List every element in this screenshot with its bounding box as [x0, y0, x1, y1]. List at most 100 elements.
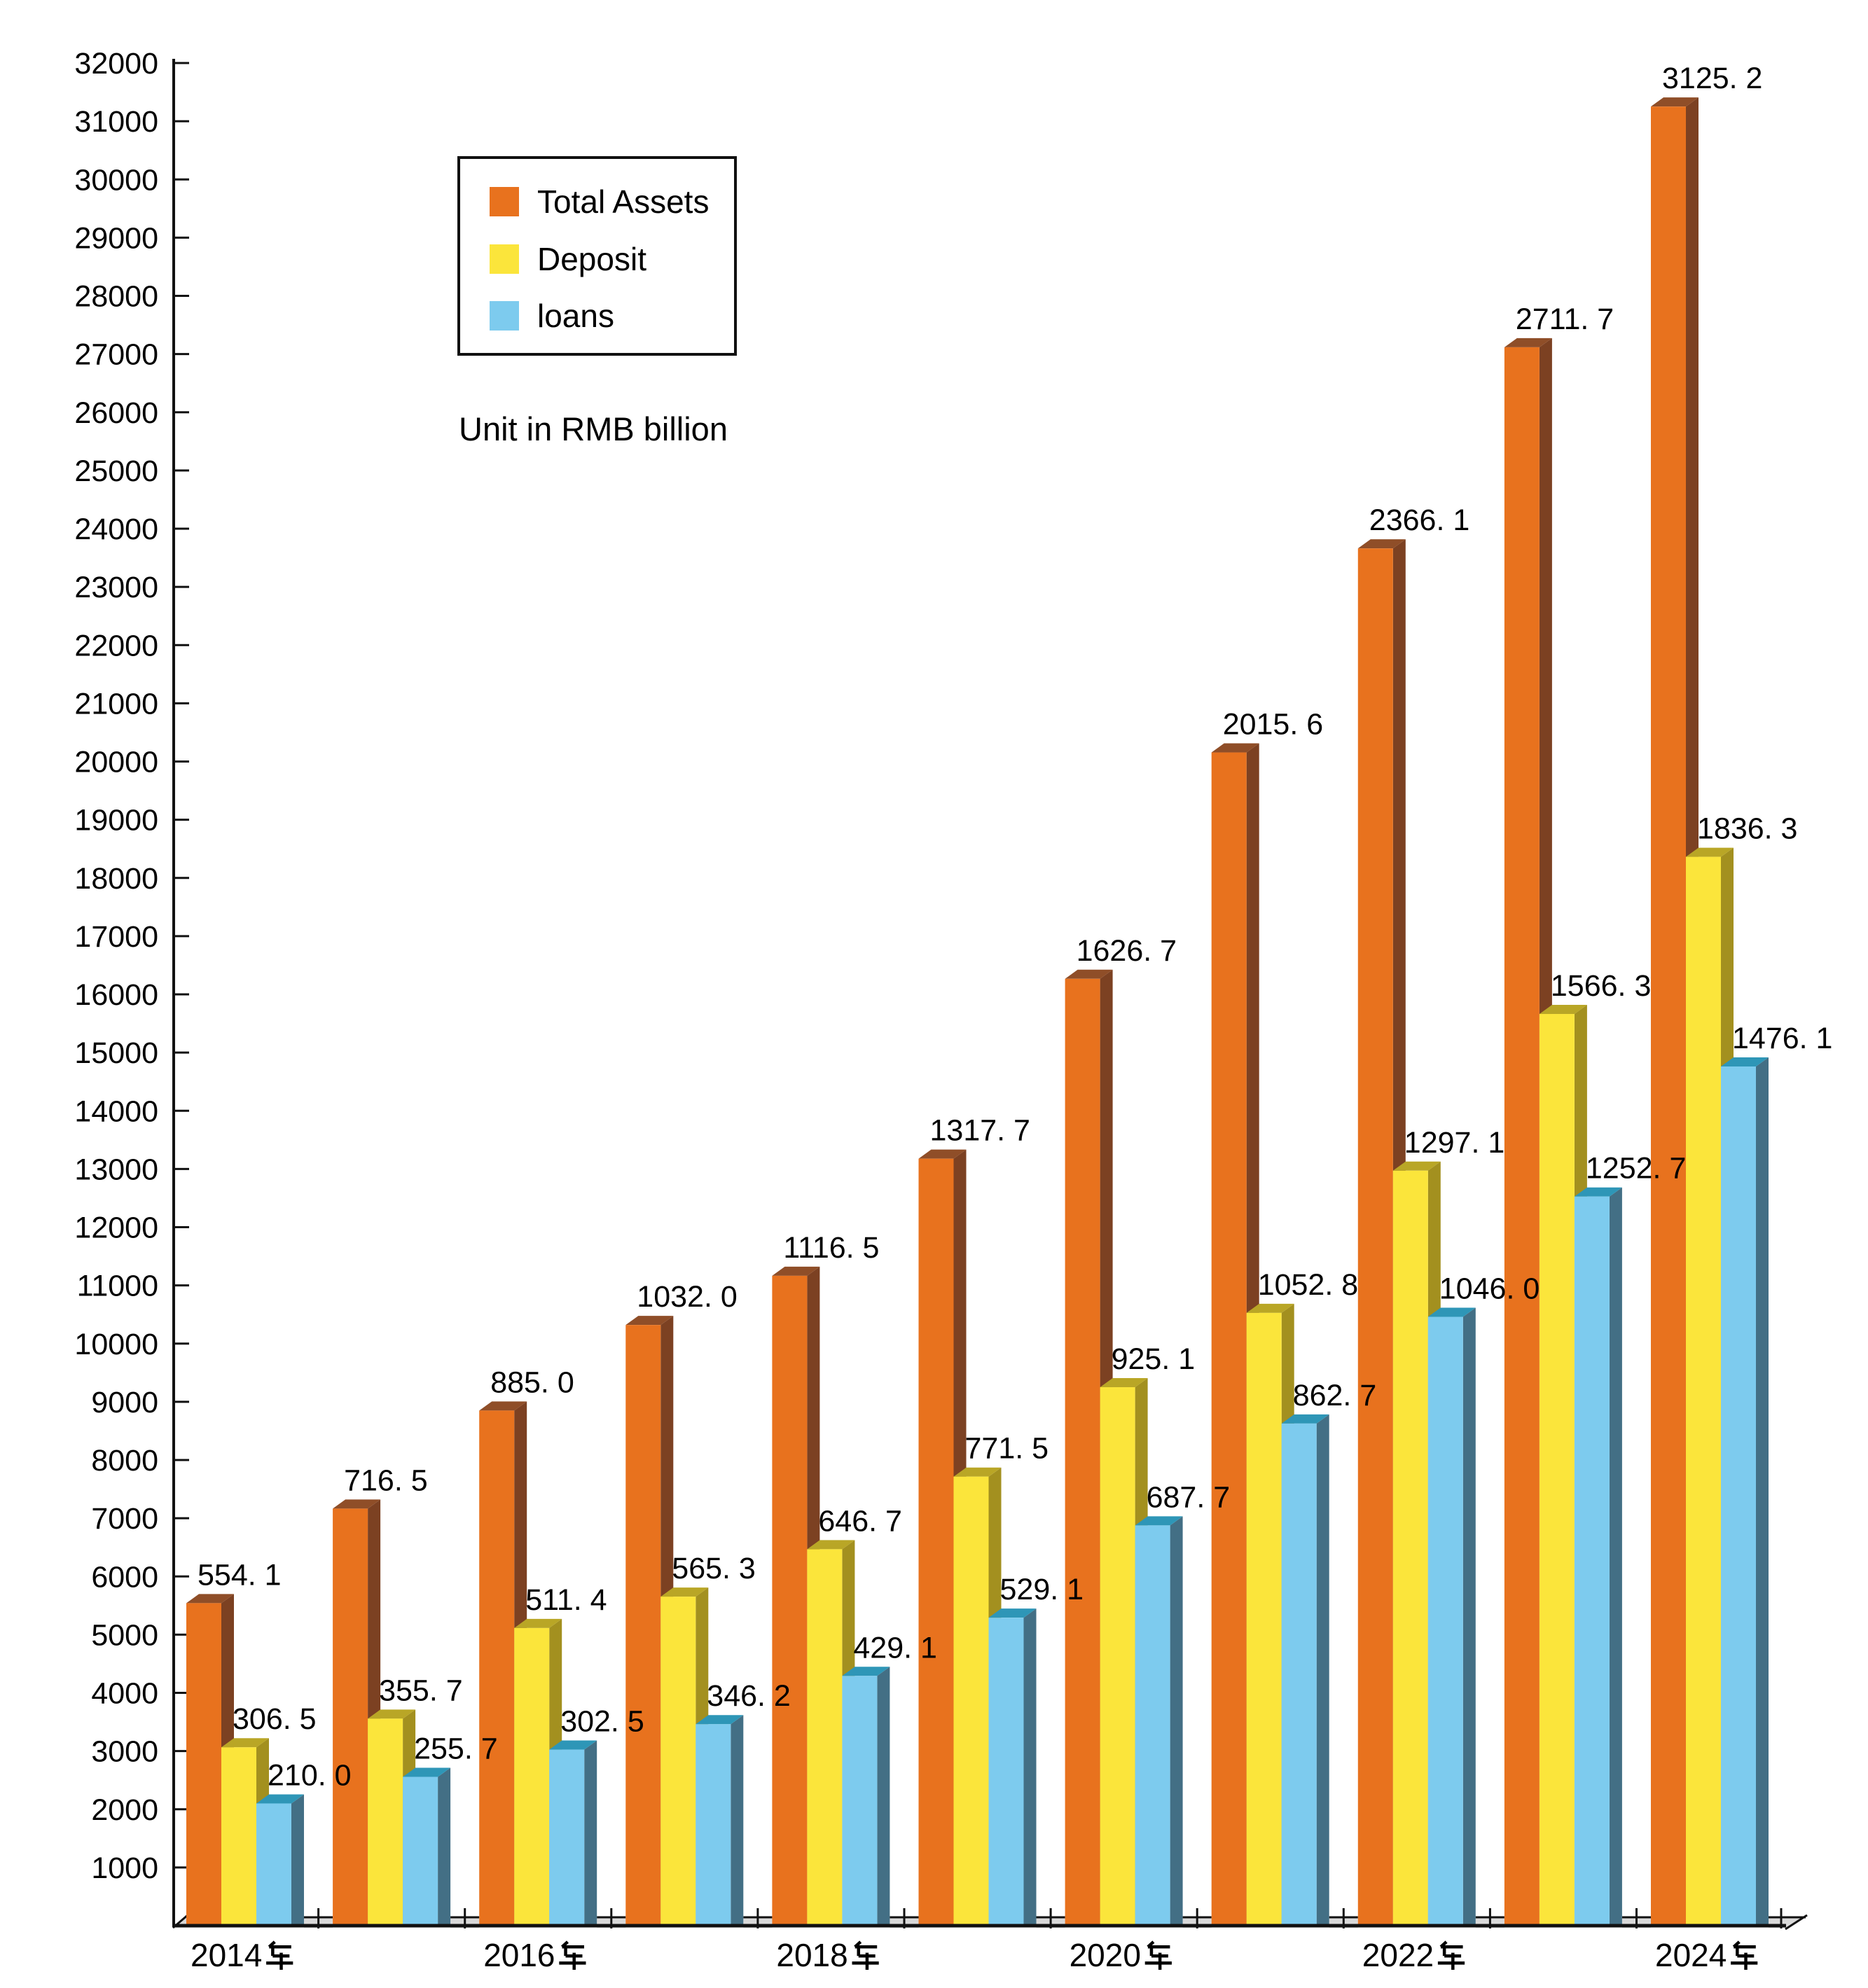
bar-value-label-loans-2022年: 1046. 0 — [1439, 1272, 1540, 1306]
y-tick-label: 23000 — [74, 571, 158, 604]
bar-deposit-2016年 — [514, 1627, 550, 1926]
bar-top-deposit-2022年 — [1392, 1161, 1441, 1171]
bar-value-label-deposit-2015年: 355. 7 — [379, 1674, 463, 1707]
bar-side-loans-2017年 — [731, 1715, 744, 1926]
bar-top-deposit-2015年 — [368, 1709, 416, 1719]
bar-value-label-deposit-2024年: 1836. 3 — [1697, 812, 1797, 846]
bar-value-label-loans-2016年: 302. 5 — [560, 1705, 644, 1739]
bar-side-loans-2016年 — [584, 1740, 597, 1926]
y-tick-label: 21000 — [74, 687, 158, 721]
legend-label-deposit: Deposit — [537, 241, 646, 277]
bar-value-label-deposit-2017年: 565. 3 — [672, 1552, 756, 1585]
bar-deposit-2022年 — [1392, 1170, 1428, 1926]
x-label-digits: 2022 — [1362, 1937, 1434, 1973]
nian-glyph — [1731, 1940, 1758, 1970]
bar-top-deposit-2018年 — [807, 1540, 855, 1550]
y-tick-label: 5000 — [91, 1618, 158, 1652]
bar-deposit-2023年 — [1539, 1014, 1575, 1926]
bar-value-label-deposit-2023年: 1566. 3 — [1551, 969, 1651, 1003]
bar-value-label-loans-2024年: 1476. 1 — [1732, 1022, 1832, 1055]
bar-top-deposit-2024年 — [1686, 847, 1734, 857]
bar-total-assets-2016年 — [479, 1410, 515, 1926]
bar-value-label-deposit-2020年: 925. 1 — [1112, 1342, 1196, 1376]
y-tick-label: 16000 — [74, 978, 158, 1012]
bar-loans-2018年 — [842, 1676, 878, 1926]
y-tick-label: 9000 — [91, 1386, 158, 1419]
bar-deposit-2019年 — [953, 1476, 989, 1926]
bar-side-loans-2018年 — [877, 1667, 890, 1926]
bar-loans-2016年 — [549, 1749, 585, 1926]
bar-group-2017年 — [625, 1316, 744, 1926]
bar-top-loans-2022年 — [1427, 1307, 1476, 1317]
bar-value-label-loans-2021年: 862. 7 — [1293, 1379, 1377, 1412]
bar-side-loans-2022年 — [1462, 1307, 1476, 1926]
bar-value-labels: 554. 1 716. 5 885. 0 1032. 0 1116. 5 1317. 7 1… — [198, 62, 1832, 1792]
bar-value-label-loans-2018年: 429. 1 — [853, 1631, 937, 1664]
nian-glyph — [1144, 1940, 1172, 1970]
bar-deposit-2024年 — [1686, 856, 1721, 1926]
legend-swatch-loans — [490, 301, 519, 331]
legend-label-loans: loans — [537, 298, 614, 334]
bar-loans-2019年 — [988, 1618, 1024, 1926]
legend: Total Assets Deposit loans — [457, 156, 737, 356]
legend-label-total-assets: Total Assets — [537, 183, 710, 220]
bar-total-assets-2024年 — [1651, 106, 1686, 1926]
bar-top-deposit-2023年 — [1539, 1005, 1587, 1015]
bar-value-label-total-assets-2021年: 2015. 6 — [1223, 708, 1323, 742]
bar-top-deposit-2020年 — [1100, 1378, 1148, 1388]
x-label-digits: 2016 — [483, 1937, 555, 1973]
y-tick-label: 2000 — [91, 1793, 158, 1827]
bar-group-2015年 — [333, 1499, 451, 1926]
bar-value-label-total-assets-2014年: 554. 1 — [198, 1558, 282, 1592]
x-label-2020: 2020 — [1070, 1937, 1172, 1973]
bar-top-loans-2021年 — [1281, 1414, 1329, 1424]
bar-value-label-deposit-2018年: 646. 7 — [818, 1504, 902, 1538]
bar-value-label-total-assets-2019年: 1317. 7 — [930, 1114, 1030, 1148]
y-tick-label: 25000 — [74, 454, 158, 488]
legend-item-loans: loans — [490, 298, 614, 334]
bar-deposit-2015年 — [368, 1718, 403, 1926]
nian-glyph — [1437, 1940, 1465, 1970]
bar-top-total-assets-2024年 — [1651, 97, 1699, 107]
bar-value-label-deposit-2019年: 771. 5 — [965, 1432, 1049, 1466]
bar-group-2020年 — [1065, 969, 1183, 1926]
bar-value-label-deposit-2021年: 1052. 8 — [1258, 1268, 1358, 1302]
bar-top-loans-2023年 — [1574, 1187, 1622, 1197]
bar-total-assets-2023年 — [1504, 347, 1540, 1926]
x-axis-labels: 2014 2016 2018 2020 2022 2024 — [191, 1937, 1758, 1973]
x-label-digits: 2014 — [191, 1937, 262, 1973]
bar-loans-2022年 — [1427, 1316, 1463, 1926]
bar-loans-2014年 — [256, 1803, 291, 1926]
y-tick-label: 22000 — [74, 629, 158, 662]
y-tick-label: 3000 — [91, 1735, 158, 1769]
bar-value-label-total-assets-2020年: 1626. 7 — [1077, 934, 1177, 968]
bar-value-label-total-assets-2015年: 716. 5 — [344, 1464, 428, 1497]
bar-top-deposit-2021年 — [1246, 1303, 1294, 1313]
bar-value-label-total-assets-2024年: 3125. 2 — [1662, 62, 1762, 95]
bar-top-total-assets-2023年 — [1504, 338, 1552, 347]
y-tick-label: 31000 — [74, 105, 158, 139]
bar-top-loans-2020年 — [1135, 1516, 1183, 1526]
y-tick-label: 15000 — [74, 1036, 158, 1070]
bar-group-2014年 — [186, 1594, 304, 1926]
x-label-2018: 2018 — [776, 1937, 879, 1973]
bar-total-assets-2019年 — [918, 1158, 954, 1926]
bar-group-2022年 — [1357, 539, 1476, 1926]
bar-top-total-assets-2014年 — [186, 1594, 234, 1604]
bar-top-total-assets-2016年 — [479, 1401, 527, 1411]
nian-glyph — [266, 1940, 293, 1970]
y-tick-label: 24000 — [74, 513, 158, 546]
bar-total-assets-2017年 — [625, 1325, 661, 1926]
y-tick-label: 8000 — [91, 1444, 158, 1478]
bar-top-total-assets-2018年 — [772, 1266, 820, 1276]
y-tick-label: 10000 — [74, 1328, 158, 1361]
y-tick-label: 13000 — [74, 1153, 158, 1186]
y-tick-label: 29000 — [74, 221, 158, 255]
bar-value-label-total-assets-2016年: 885. 0 — [490, 1365, 574, 1399]
bar-deposit-2020年 — [1100, 1387, 1135, 1926]
bar-deposit-2018年 — [807, 1549, 843, 1926]
bars — [186, 97, 1769, 1926]
bar-side-loans-2015年 — [438, 1767, 451, 1926]
bar-side-loans-2021年 — [1316, 1414, 1329, 1926]
